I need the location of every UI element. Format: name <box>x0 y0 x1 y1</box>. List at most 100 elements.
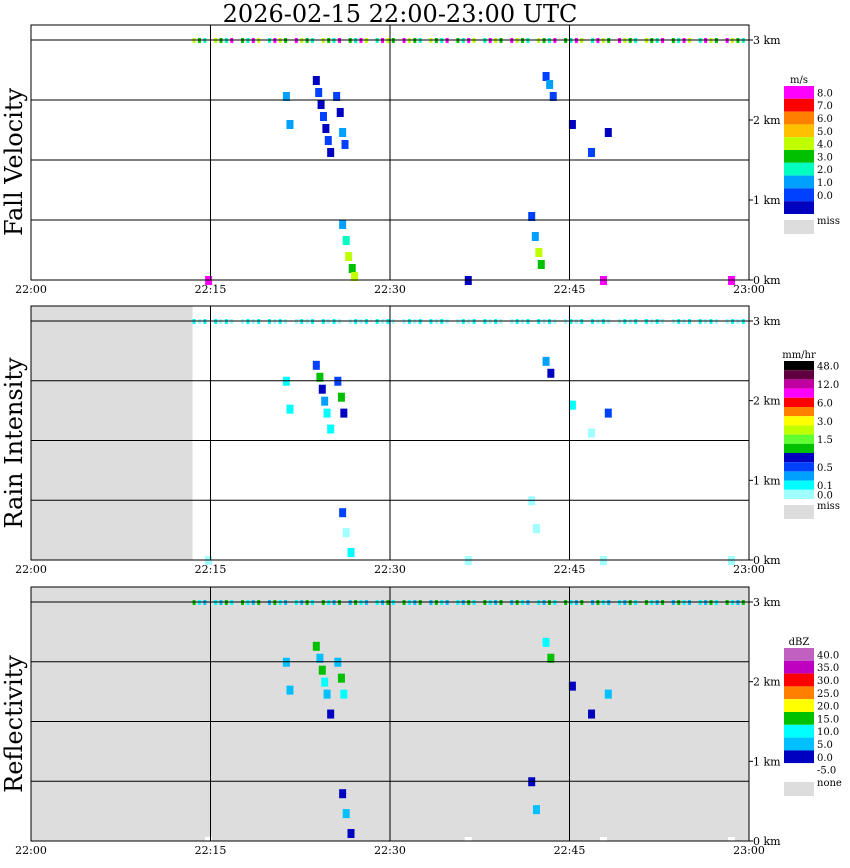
x-tick-label: 22:00 <box>15 283 47 296</box>
x-tick-label: 22:45 <box>554 563 586 576</box>
echo-cell <box>286 120 294 129</box>
echo-cell <box>333 92 341 101</box>
legend-label: 0.1 <box>817 481 833 492</box>
echo-cell <box>549 92 557 101</box>
legend-swatch <box>784 737 814 751</box>
y-tick-label: 3 km <box>753 34 781 47</box>
legend-swatch <box>784 699 814 712</box>
legend-title: m/s <box>790 75 808 86</box>
legend-missing-swatch <box>784 782 814 796</box>
legend-missing-label: miss <box>817 501 840 512</box>
echo-cell <box>317 100 325 109</box>
echo-cell <box>568 400 576 410</box>
legend-swatch <box>784 124 814 138</box>
legend-label: 8.0 <box>817 88 833 99</box>
legend-label: 6.0 <box>817 398 833 409</box>
echo-cell <box>568 120 576 129</box>
echo-cell <box>319 112 327 121</box>
echo-cell <box>316 372 324 382</box>
panel-ylabel: Fall Velocity <box>0 88 28 237</box>
legend-label: 0.5 <box>817 463 833 474</box>
legend-swatch <box>784 416 814 426</box>
legend-swatch <box>784 480 814 490</box>
echo-cell <box>542 72 550 81</box>
legend-label: 0.0 <box>817 490 833 501</box>
echo-cell <box>568 681 576 691</box>
x-tick-label: 22:00 <box>15 563 47 576</box>
echo-cell <box>327 709 335 719</box>
legend-label: -5.0 <box>817 766 836 777</box>
y-tick-label: 2 km <box>753 395 781 408</box>
echo-cell <box>547 653 555 663</box>
chart-title: 2026-02-15 22:00-23:00 UTC <box>223 0 578 28</box>
echo-cell <box>347 548 355 558</box>
echo-cell <box>340 408 348 418</box>
legend-title: mm/hr <box>782 350 816 361</box>
legend-label: 1.5 <box>817 435 833 446</box>
echo-cell <box>542 356 550 366</box>
legend-label: 15.0 <box>817 714 839 725</box>
echo-cell <box>286 685 294 695</box>
echo-cell <box>347 829 355 839</box>
y-tick-label: 0 km <box>753 554 781 567</box>
legend-swatch <box>784 453 814 463</box>
echo-cell <box>318 384 326 394</box>
y-tick-label: 1 km <box>753 194 781 207</box>
echo-cell <box>312 360 320 370</box>
legend-label: 40.0 <box>817 650 839 661</box>
legend-label: 1.0 <box>817 178 833 189</box>
echo-cell <box>327 148 335 157</box>
legend-label: 10.0 <box>817 727 839 738</box>
legend-label: 0.0 <box>817 753 833 764</box>
echo-cell <box>327 424 335 434</box>
echo-cell <box>348 264 356 273</box>
legend-swatch <box>784 162 814 176</box>
x-tick-label: 22:15 <box>195 563 227 576</box>
echo-cell <box>588 428 596 438</box>
echo-cell <box>339 128 347 137</box>
x-tick-label: 22:45 <box>554 844 586 857</box>
y-tick-label: 0 km <box>753 835 781 848</box>
legend-swatch <box>784 489 814 499</box>
legend-label: 30.0 <box>817 676 839 687</box>
echo-cell <box>546 80 554 89</box>
legend-swatch <box>784 111 814 125</box>
x-tick-label: 23:00 <box>733 844 765 857</box>
legend-swatch <box>784 137 814 150</box>
echo-cell <box>532 805 540 815</box>
legend-missing-label: none <box>817 778 842 789</box>
legend-swatch <box>784 712 814 725</box>
legend-swatch <box>784 188 814 202</box>
echo-cell <box>323 689 331 699</box>
legend-label: 35.0 <box>817 663 839 674</box>
echo-cell <box>318 665 326 675</box>
legend-swatch <box>784 434 814 444</box>
legend-label: 2.0 <box>817 165 833 176</box>
legend-label: 48.0 <box>817 362 839 373</box>
y-tick-label: 2 km <box>753 114 781 127</box>
legend-swatch <box>784 379 814 389</box>
echo-cell <box>324 136 332 145</box>
echo-cell <box>312 641 320 651</box>
legend-missing-swatch <box>784 505 814 519</box>
echo-cell <box>542 637 550 647</box>
echo-cell <box>339 220 347 229</box>
y-tick-label: 3 km <box>753 596 781 609</box>
legend-swatch <box>784 462 814 472</box>
legend-label: 5.0 <box>817 740 833 751</box>
legend-swatch <box>784 407 814 417</box>
echo-cell <box>528 212 536 221</box>
legend-label: 4.0 <box>817 140 833 151</box>
legend-swatch <box>784 648 814 661</box>
legend-swatch <box>784 763 814 776</box>
legend-label: 5.0 <box>817 127 833 138</box>
legend-label: 7.0 <box>817 101 833 112</box>
echo-cell <box>337 673 345 683</box>
y-tick-label: 0 km <box>753 274 781 287</box>
legend-label: 20.0 <box>817 702 839 713</box>
legend-swatch <box>784 660 814 674</box>
echo-cell <box>321 396 329 406</box>
echo-cell <box>342 809 350 819</box>
legend-label: 6.0 <box>817 114 833 125</box>
echo-cell <box>531 232 539 241</box>
